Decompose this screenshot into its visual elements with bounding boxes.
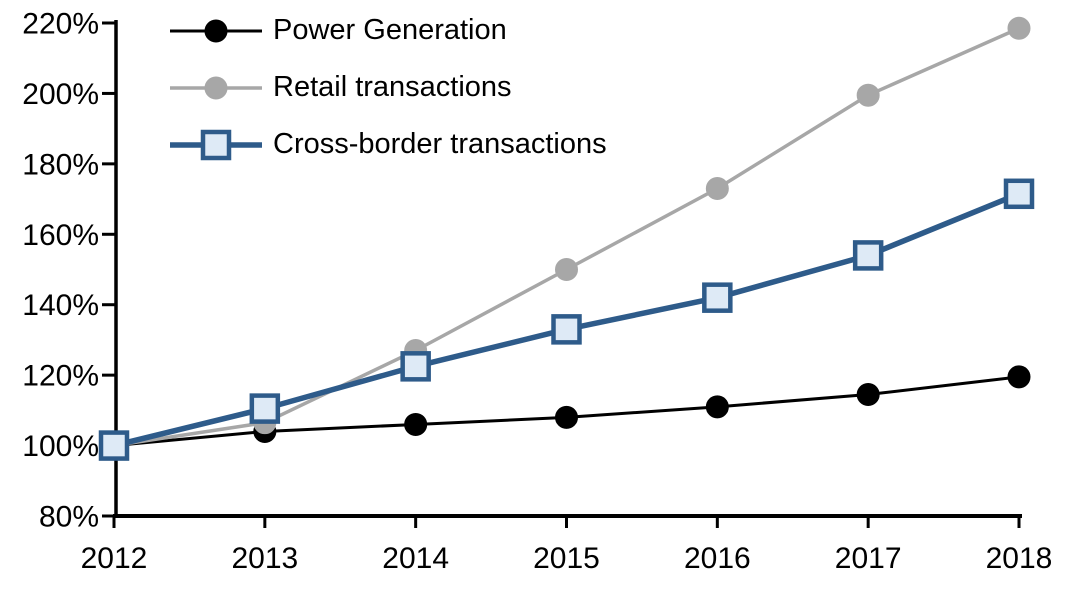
legend-marker-power-generation-icon [170,19,262,42]
legend-item-power-generation: Power Generation [170,2,607,59]
legend-sample-marker [204,19,228,42]
x-tick-label: 2015 [533,542,600,575]
x-tick-label: 2018 [986,542,1053,575]
data-point-cross-border-transactions-2014 [400,351,431,382]
y-tick-label: 180% [22,148,99,181]
x-tick-label: 2012 [81,542,148,575]
legend-item-retail-transactions: Retail transactions [170,59,607,116]
y-tick-label: 200% [22,78,99,111]
y-tick-label: 100% [22,430,99,463]
data-point-cross-border-transactions-2016 [702,282,733,313]
data-point-power-generation-2016 [705,395,729,419]
data-point-cross-border-transactions-2015 [551,314,582,345]
x-tick-label: 2013 [231,542,298,575]
legend-label-cross-border-transactions: Cross-border transactions [273,128,607,160]
data-point-power-generation-2015 [555,405,578,429]
data-point-cross-border-transactions-2018 [1003,178,1035,210]
x-tick-label: 2017 [835,542,902,575]
y-tick-label: 160% [22,219,99,252]
data-point-retail-transactions-2018 [1007,16,1031,40]
data-point-cross-border-transactions-2017 [852,240,884,271]
x-tick-label: 2016 [684,542,751,575]
data-point-power-generation-2017 [856,383,880,407]
legend-item-cross-border-transactions: Cross-border transactions [170,116,607,173]
y-tick-label: 220% [22,8,99,41]
data-point-retail-transactions-2016 [705,177,729,201]
data-point-retail-transactions-2017 [856,83,880,107]
y-tick-label: 140% [22,289,99,322]
y-tick-label: 120% [22,360,99,393]
legend-label-retail-transactions: Retail transactions [273,71,512,103]
data-point-cross-border-transactions-2013 [249,393,281,424]
legend-sample-marker [204,76,228,99]
y-tick-label: 80% [39,501,99,534]
x-tick-label: 2014 [382,542,449,575]
legend-sample-marker [200,129,232,160]
legend: Power Generation Retail transactions Cro… [170,2,607,173]
legend-label-power-generation: Power Generation [273,14,507,46]
data-point-cross-border-transactions-2012 [98,430,130,461]
data-point-power-generation-2018 [1007,365,1031,389]
data-point-retail-transactions-2015 [555,258,578,281]
legend-marker-cross-border-transactions-icon [170,129,262,160]
data-point-power-generation-2014 [404,412,428,436]
legend-marker-retail-transactions-icon [170,76,262,99]
